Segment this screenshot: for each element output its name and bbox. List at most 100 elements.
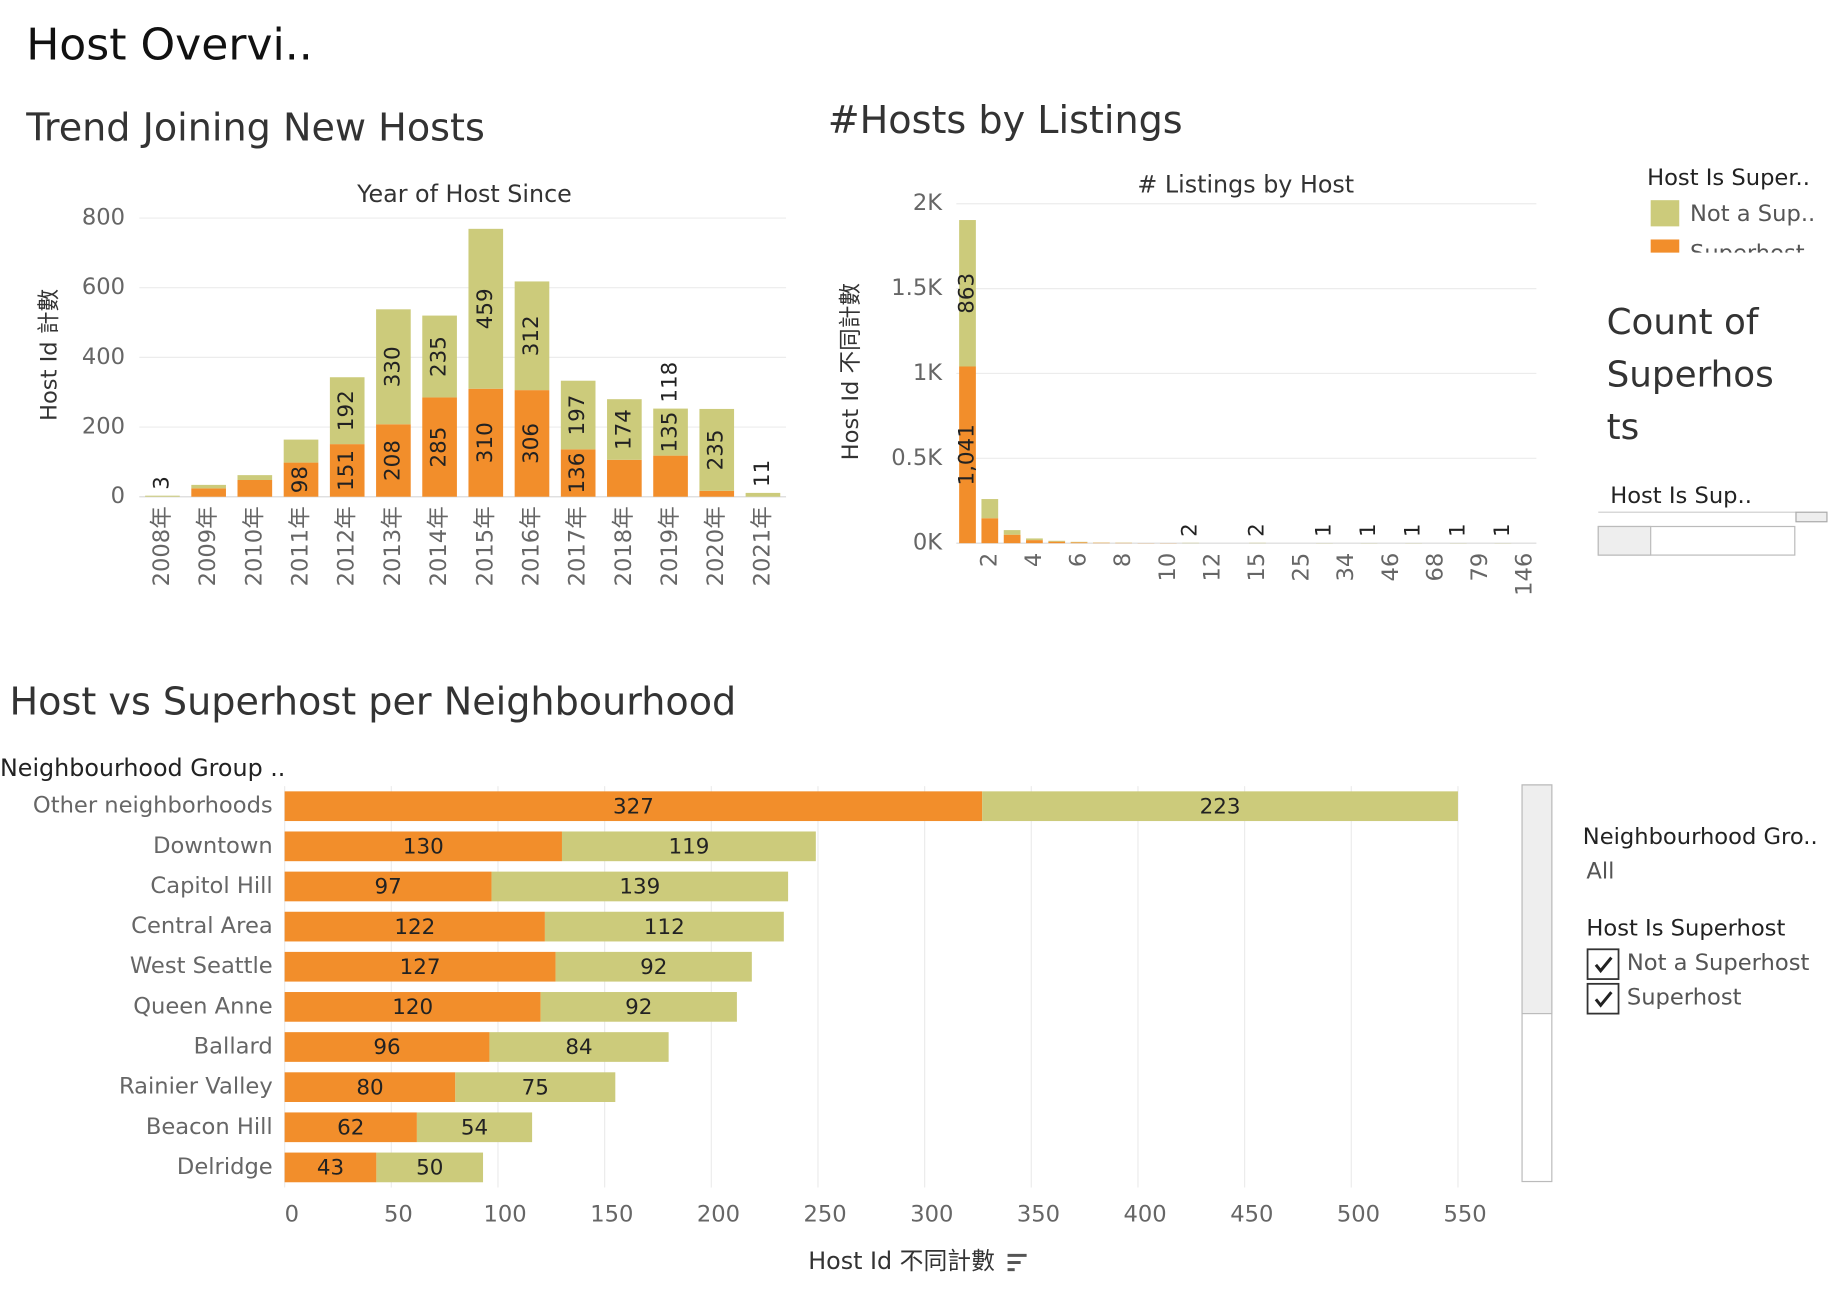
filter-title: Neighbourhood Gro..	[1583, 824, 1818, 850]
data-label: 62	[337, 1115, 364, 1140]
chart-title: Host vs Superhost per Neighbourhood	[10, 679, 737, 723]
data-label: 310	[473, 422, 498, 463]
x-axis-title: Year of Host Since	[356, 180, 572, 208]
bar-segment	[1048, 541, 1066, 544]
chart-title: #Hosts by Listings	[828, 98, 1183, 142]
data-label: 122	[394, 915, 435, 940]
filter-option[interactable]: Not a Superhost	[1627, 950, 1810, 976]
y-tick-label: Rainier Valley	[119, 1074, 273, 1100]
y-tick-label: Queen Anne	[133, 993, 272, 1019]
scrollbar-thumb[interactable]	[1521, 784, 1553, 1015]
y-tick-label: Ballard	[194, 1034, 273, 1060]
bar-segment	[237, 480, 273, 497]
data-label: 327	[613, 794, 654, 819]
data-label: 1	[1311, 523, 1336, 537]
panel-title: Superhos	[1607, 354, 1774, 395]
x-tick-label: 300	[910, 1201, 953, 1227]
filter-title: Host Is Superhost	[1586, 916, 1785, 942]
data-label: 11	[750, 460, 775, 487]
data-label: 151	[334, 450, 359, 491]
x-tick-label: 10	[1155, 553, 1181, 582]
data-label: 136	[565, 453, 590, 494]
bar-segment	[540, 992, 737, 1022]
data-label: 3	[149, 476, 174, 490]
data-label: 223	[1200, 794, 1241, 819]
x-tick-label: 79	[1467, 553, 1493, 582]
y-tick-label: West Seattle	[130, 953, 273, 979]
legend-label[interactable]: Not a Sup..	[1690, 201, 1815, 227]
bar-segment	[699, 490, 735, 497]
bar-segment	[283, 462, 319, 497]
data-label: 120	[392, 995, 433, 1020]
bar-segment	[284, 1072, 456, 1102]
y-tick-label: Downtown	[153, 833, 273, 859]
x-axis-title: # Listings by Host	[1137, 170, 1354, 198]
y-axis-title: Host Id 計數	[37, 289, 63, 421]
data-label: 119	[668, 835, 709, 860]
bar-segment	[237, 475, 273, 481]
data-label: 130	[403, 835, 444, 860]
bar-segment	[653, 408, 688, 456]
bar-segment	[376, 1152, 484, 1183]
x-tick-label: 2008年	[149, 506, 175, 586]
sort-icon[interactable]	[1007, 1253, 1027, 1272]
bar-segment	[607, 399, 642, 460]
data-label: 306	[519, 423, 544, 464]
bar-segment	[329, 377, 365, 445]
x-tick-label: 2016年	[518, 506, 544, 586]
data-label: 1	[1490, 523, 1515, 537]
x-tick-label: 8	[1110, 553, 1136, 567]
data-label: 197	[565, 395, 590, 436]
data-label: 1	[1356, 523, 1381, 537]
slider-handle[interactable]	[1795, 511, 1828, 523]
x-tick-label: 100	[484, 1201, 527, 1227]
bar-segment	[284, 791, 983, 822]
x-tick-label: 200	[697, 1201, 740, 1227]
checkbox[interactable]	[1586, 948, 1620, 980]
data-label: 330	[380, 346, 405, 387]
bar-segment	[1070, 541, 1088, 543]
y-tick-label: Other neighborhoods	[33, 793, 273, 819]
y-tick-label: 0K	[913, 530, 943, 556]
bar-segment	[489, 1032, 669, 1062]
x-tick-label: 250	[804, 1201, 847, 1227]
bar-segment	[959, 366, 976, 544]
data-label: 174	[611, 409, 636, 450]
filter-value[interactable]: All	[1586, 858, 1614, 884]
data-label: 50	[416, 1156, 443, 1181]
bar-segment	[284, 1112, 417, 1143]
data-label: 84	[565, 1035, 592, 1060]
filter-option[interactable]: Superhost	[1627, 985, 1742, 1011]
bar-segment	[468, 388, 504, 497]
bar-segment	[422, 397, 457, 497]
x-tick-label: 450	[1230, 1201, 1273, 1227]
x-tick-label: 2012年	[334, 506, 360, 586]
data-label: 43	[317, 1156, 344, 1181]
x-tick-label: 2011年	[288, 506, 314, 586]
y-tick-label: 2K	[913, 190, 943, 216]
bar-segment	[982, 791, 1458, 822]
x-tick-label: 2019年	[657, 506, 683, 586]
bar-segment	[284, 1152, 377, 1183]
bar-segment	[284, 831, 562, 862]
y-tick-label: 1K	[913, 360, 943, 386]
bar-segment	[745, 492, 781, 497]
data-label: 75	[522, 1075, 549, 1100]
bar-segment	[607, 459, 642, 497]
checkbox[interactable]	[1586, 982, 1620, 1015]
data-label: 98	[288, 466, 313, 493]
bar-segment	[560, 380, 596, 450]
x-tick-label: 350	[1017, 1201, 1060, 1227]
data-label: 192	[334, 390, 359, 431]
x-tick-label: 2021年	[749, 506, 775, 586]
legend-label[interactable]: Superhost	[1690, 240, 1805, 266]
y-tick-label: 0.5K	[891, 445, 943, 471]
data-label: 2	[1245, 523, 1270, 537]
x-tick-label: 50	[384, 1201, 413, 1227]
data-label: 235	[704, 429, 729, 470]
y-tick-label: Beacon Hill	[146, 1114, 273, 1140]
bar-segment	[1048, 540, 1066, 542]
data-label: 208	[380, 440, 405, 481]
bar-segment	[1003, 534, 1021, 544]
